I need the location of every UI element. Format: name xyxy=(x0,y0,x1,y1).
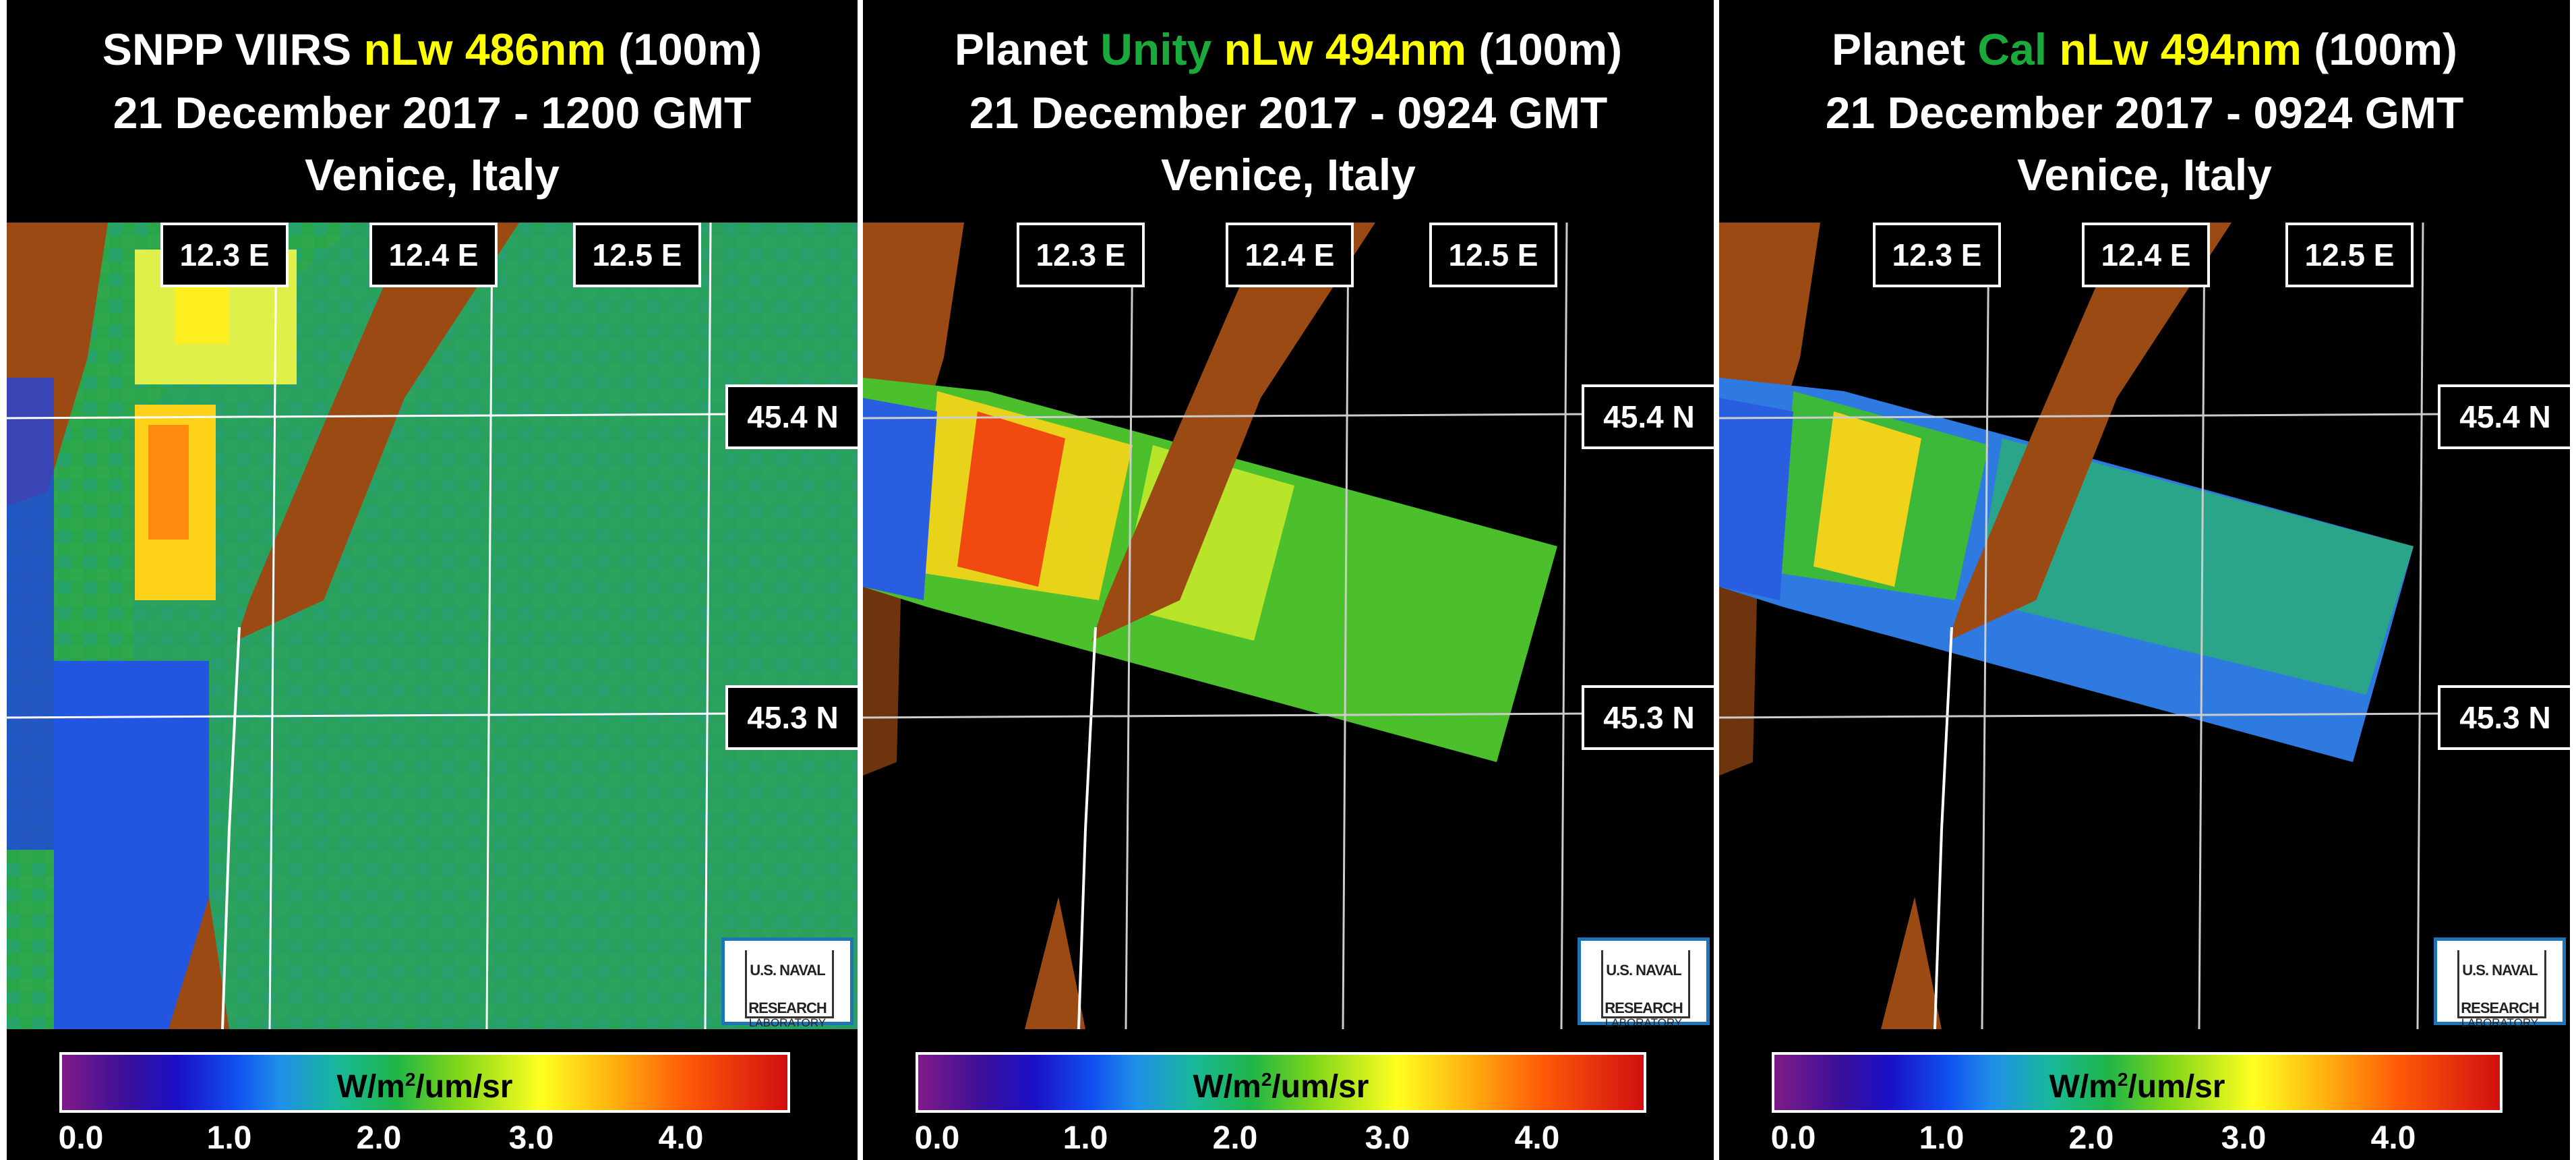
colorbar-unit: W/m2/um/sr xyxy=(1193,1069,1369,1105)
colorbar-unit: W/m2/um/sr xyxy=(336,1069,513,1105)
map-planet-cal-image xyxy=(1719,223,2570,1029)
title-line-sensor: Planet Unity nLw 494nm (100m) xyxy=(954,24,1623,74)
colorbar-tick: 3.0 xyxy=(2221,1120,2267,1156)
lat-label-45-4: 45.4 N xyxy=(2438,384,2570,449)
lon-label-12-4: 12.4 E xyxy=(369,223,498,287)
lon-label-12-5: 12.5 E xyxy=(573,223,701,287)
nrl-logo: U.S. NAVAL RESEARCH LABORATORY xyxy=(1578,937,1710,1029)
panel-planet-unity: Planet Unity nLw 494nm (100m) 21 Decembe… xyxy=(863,0,1714,1160)
colorbar-gradient: W/m2/um/sr xyxy=(1772,1052,2503,1113)
colorbar: W/m2/um/sr 0.0 1.0 2.0 3.0 4.0 xyxy=(863,1036,1714,1160)
lon-label-12-3: 12.3 E xyxy=(1017,223,1145,287)
lat-label-45-3: 45.3 N xyxy=(1582,685,1714,750)
nrl-logo: U.S. NAVAL RESEARCH LABORATORY xyxy=(2434,937,2566,1029)
title-line-sensor: SNPP VIIRS nLw 486nm (100m) xyxy=(102,24,762,74)
map-planet-unity-image xyxy=(863,223,1714,1029)
lon-label-12-5: 12.5 E xyxy=(1429,223,1557,287)
map-planet-cal: 12.3 E 12.4 E 12.5 E 45.4 N 45.3 N U.S. … xyxy=(1719,223,2570,1029)
map-planet-unity: 12.3 E 12.4 E 12.5 E 45.4 N 45.3 N U.S. … xyxy=(863,223,1714,1029)
colorbar-unit: W/m2/um/sr xyxy=(2049,1069,2225,1105)
colorbar-tick: 3.0 xyxy=(508,1120,554,1156)
nrl-logo: U.S. NAVAL RESEARCH LABORATORY xyxy=(721,937,853,1029)
lat-label-45-3: 45.3 N xyxy=(2438,685,2570,750)
panel-title: Planet Unity nLw 494nm (100m) 21 Decembe… xyxy=(863,0,1714,223)
colorbar-tick: 1.0 xyxy=(1062,1120,1108,1156)
colorbar-tick: 1.0 xyxy=(1919,1120,1965,1156)
colorbar-tick: 2.0 xyxy=(2068,1120,2114,1156)
colorbar-tick: 3.0 xyxy=(1365,1120,1410,1156)
panel-title: SNPP VIIRS nLw 486nm (100m) 21 December … xyxy=(7,0,858,223)
title-line-date: 21 December 2017 - 0924 GMT xyxy=(1825,88,2464,138)
colorbar-tick: 1.0 xyxy=(206,1120,252,1156)
colorbar-tick: 0.0 xyxy=(58,1120,104,1156)
colorbar-tick: 4.0 xyxy=(2370,1120,2416,1156)
lon-label-12-5: 12.5 E xyxy=(2285,223,2414,287)
colorbar-tick: 0.0 xyxy=(1770,1120,1816,1156)
title-line-location: Venice, Italy xyxy=(1161,150,1416,200)
logo-frame xyxy=(1601,950,1690,1018)
map-viirs-image xyxy=(7,223,858,1029)
lon-label-12-3: 12.3 E xyxy=(1873,223,2001,287)
lat-label-45-4: 45.4 N xyxy=(725,384,858,449)
lat-label-45-4: 45.4 N xyxy=(1582,384,1714,449)
colorbar-gradient: W/m2/um/sr xyxy=(59,1052,790,1113)
title-line-sensor: Planet Cal nLw 494nm (100m) xyxy=(1831,24,2457,74)
lat-label-45-3: 45.3 N xyxy=(725,685,858,750)
map-viirs: 12.3 E 12.4 E 12.5 E 45.4 N 45.3 N U.S. … xyxy=(7,223,858,1029)
colorbar-tick: 2.0 xyxy=(1212,1120,1258,1156)
panel-title: Planet Cal nLw 494nm (100m) 21 December … xyxy=(1719,0,2570,223)
colorbar-gradient: W/m2/um/sr xyxy=(916,1052,1646,1113)
colorbar-tick: 0.0 xyxy=(914,1120,960,1156)
logo-frame xyxy=(2457,950,2546,1018)
colorbar: W/m2/um/sr 0.0 1.0 2.0 3.0 4.0 xyxy=(7,1036,858,1160)
title-line-location: Venice, Italy xyxy=(2017,150,2272,200)
title-line-date: 21 December 2017 - 0924 GMT xyxy=(969,88,1608,138)
panel-viirs: SNPP VIIRS nLw 486nm (100m) 21 December … xyxy=(7,0,858,1160)
colorbar: W/m2/um/sr 0.0 1.0 2.0 3.0 4.0 xyxy=(1719,1036,2570,1160)
title-line-location: Venice, Italy xyxy=(305,150,560,200)
logo-frame xyxy=(745,950,834,1018)
colorbar-tick: 4.0 xyxy=(658,1120,704,1156)
title-line-date: 21 December 2017 - 1200 GMT xyxy=(113,88,752,138)
colorbar-tick: 2.0 xyxy=(356,1120,402,1156)
lon-label-12-4: 12.4 E xyxy=(2082,223,2210,287)
lon-label-12-4: 12.4 E xyxy=(1226,223,1354,287)
lon-label-12-3: 12.3 E xyxy=(160,223,289,287)
colorbar-tick: 4.0 xyxy=(1514,1120,1560,1156)
panel-planet-cal: Planet Cal nLw 494nm (100m) 21 December … xyxy=(1719,0,2570,1160)
